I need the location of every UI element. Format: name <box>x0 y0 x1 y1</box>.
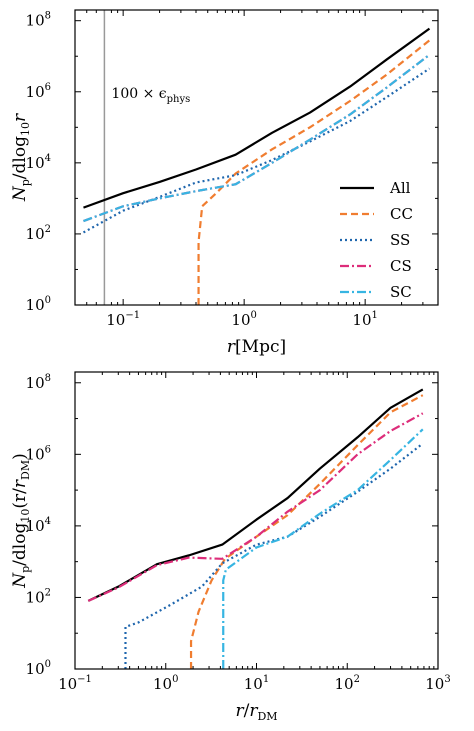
plot-frame <box>74 9 439 306</box>
softening-label: 100 × ϵphys <box>111 86 190 105</box>
x-tick-label: 103 <box>425 674 450 693</box>
series-line-cs <box>83 53 431 223</box>
x-tick-label: 102 <box>335 674 360 693</box>
legend-label-cs: CS <box>390 257 412 275</box>
x-tick-label: 101 <box>244 674 269 693</box>
y-tick-label: 104 <box>26 516 51 535</box>
y-tick-label: 106 <box>26 82 51 101</box>
y-tick-label: 108 <box>26 11 51 30</box>
series-line-all <box>87 388 424 602</box>
y-tick-label: 106 <box>26 444 51 463</box>
y-tick-label: 102 <box>26 224 51 243</box>
series-line-cs <box>87 412 424 602</box>
x-tick-label: 10−1 <box>106 310 140 329</box>
x-tick-label: 100 <box>231 310 256 329</box>
series-group <box>87 388 424 669</box>
legend-label-all: All <box>389 179 411 197</box>
x-axis-label: r[Mpc] <box>227 337 286 357</box>
y-tick-label: 100 <box>26 659 51 678</box>
plot-frame <box>74 371 439 670</box>
x-tick-label: 101 <box>352 310 377 329</box>
series-line-cc <box>197 39 431 305</box>
x-tick-label: 100 <box>153 674 178 693</box>
legend-label-sc: SC <box>390 283 412 301</box>
series-line-sc <box>83 53 431 223</box>
y-tick-label: 102 <box>26 587 51 606</box>
x-axis-label: r/rDM <box>235 701 277 723</box>
y-axis-label: Np/dlog10r <box>10 113 32 202</box>
x-tick-label: 10−1 <box>58 674 92 693</box>
y-axis-label: Np/dlog10(r/rDM) <box>10 453 32 588</box>
y-tick-label: 104 <box>26 153 51 172</box>
series-line-cc <box>189 394 424 669</box>
y-tick-label: 108 <box>26 373 51 392</box>
series-line-all <box>83 27 431 209</box>
series-group <box>82 27 431 305</box>
chart-bottom: 10−1 100 101 102 103 100 102 104 106 108 r/rDM Np/d… <box>10 371 451 723</box>
chart-top: 10−1 100 101 100 102 104 106 108 100 × ϵphys All C… <box>10 9 439 357</box>
y-tick-label: 100 <box>26 295 51 314</box>
legend-label-ss: SS <box>390 231 410 249</box>
series-line-ss <box>124 442 424 669</box>
series-line-sc <box>222 428 424 669</box>
legend-label-cc: CC <box>390 205 413 223</box>
